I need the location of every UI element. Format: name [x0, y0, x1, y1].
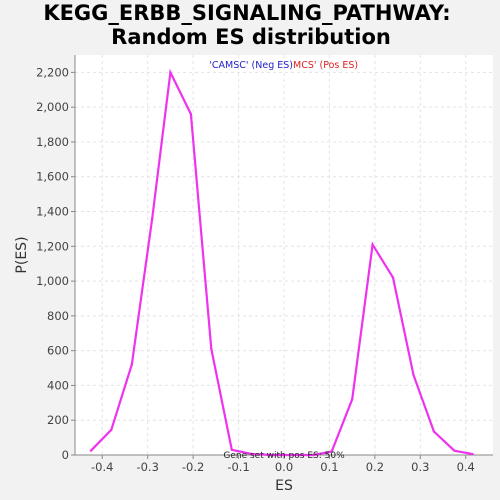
y-axis-label: P(ES) [14, 236, 30, 273]
y-tick-label-3: 600 [47, 344, 69, 358]
legend-neg-es: 'CAMSC' (Neg ES) [209, 60, 293, 71]
y-tick-label-8: 1,600 [36, 170, 69, 184]
y-tick-label-9: 1,800 [36, 135, 69, 149]
series-0-point-10 [291, 453, 295, 457]
x-tick-label-1: -0.3 [136, 460, 158, 474]
x-ticks: -0.4 -0.3 -0.2 -0.1 0.0 0.1 0.2 0.3 0.4 [91, 455, 475, 474]
y-tick-label-5: 1,000 [36, 274, 69, 288]
legend-pos-es: MCS' (Pos ES) [293, 60, 358, 71]
x-tick-label-8: 0.4 [457, 460, 475, 474]
series-0-point-14 [371, 243, 374, 246]
x-tick-label-5: 0.1 [320, 460, 338, 474]
series-0-point-9 [271, 453, 274, 457]
x-tick-label-0: -0.4 [91, 460, 113, 474]
series-0-point-12 [330, 450, 333, 453]
y-tick-label-1: 200 [47, 413, 69, 427]
series-0-point-0 [89, 449, 93, 452]
series-0-point-8 [250, 452, 254, 456]
series-0-point-19 [471, 452, 474, 456]
x-tick-label-6: 0.2 [366, 460, 384, 474]
series-0-point-11 [312, 453, 315, 457]
chart-title-line1: KEGG_ERBB_SIGNALING_PATHWAY: [43, 1, 450, 25]
x-axis-label: ES [275, 478, 293, 494]
series-0-point-16 [412, 373, 415, 377]
chart-title-line2: Random ES distribution [111, 25, 391, 49]
pos-es-fraction-label: Gene set with pos ES: 50% [223, 451, 345, 461]
series-0-point-18 [453, 449, 456, 452]
series-0-point-5 [189, 112, 193, 116]
x-tick-label-3: -0.1 [227, 460, 249, 474]
y-tick-label-6: 1,200 [36, 239, 69, 253]
series-0-point-17 [432, 430, 436, 433]
series-0-point-3 [151, 217, 154, 220]
y-tick-label-4: 800 [47, 309, 69, 323]
y-tick-label-11: 2,200 [36, 65, 69, 79]
x-tick-label-7: 0.3 [411, 460, 429, 474]
series-0-point-4 [169, 71, 172, 74]
x-tick-label-2: -0.2 [182, 460, 204, 474]
series-0-point-7 [230, 448, 233, 451]
series-0-point-6 [210, 347, 213, 351]
y-ticks: 0 200 400 600 800 1,000 1,200 1,400 1,600 1,800 2,… [36, 65, 75, 462]
series-line-0 [90, 68, 473, 457]
y-tick-label-7: 1,400 [36, 205, 69, 219]
series-0-point-13 [350, 398, 354, 401]
x-tick-label-4: 0.0 [275, 460, 293, 474]
series-0-point-1 [110, 428, 113, 431]
series-0-point-2 [130, 363, 133, 366]
y-tick-label-10: 2,000 [36, 100, 69, 114]
series-layer [89, 68, 474, 457]
series-0-point-15 [391, 276, 395, 279]
y-tick-label-0: 0 [62, 448, 69, 462]
y-tick-label-2: 400 [47, 378, 69, 392]
